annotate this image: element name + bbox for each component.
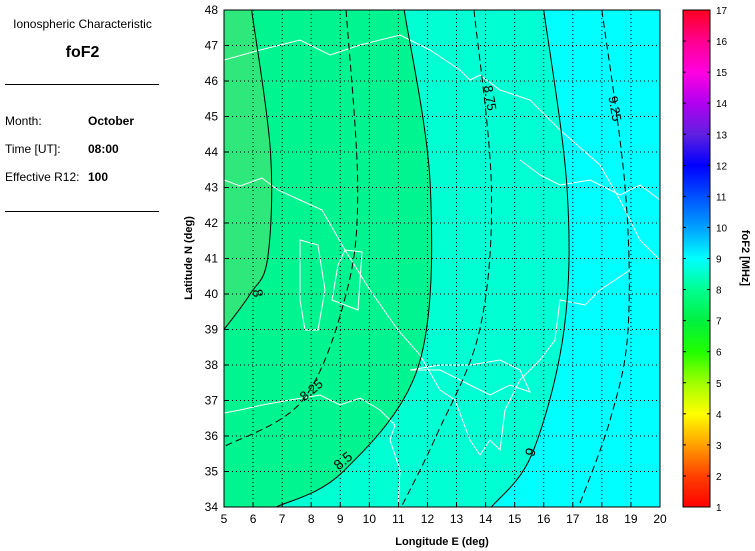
contour-line xyxy=(578,10,630,507)
contour-label: 8.75 xyxy=(480,84,499,112)
colorbar-tick-label: 13 xyxy=(716,130,728,141)
fill-band xyxy=(224,10,272,330)
r12-value: 100 xyxy=(88,170,109,184)
colorbar-tick-label: 11 xyxy=(716,192,727,203)
contour-line xyxy=(491,10,570,507)
month-label: Month: xyxy=(5,114,42,128)
x-tick-label: 6 xyxy=(250,512,257,526)
colorbar-tick-label: 7 xyxy=(716,317,722,328)
colorbar-tick-label: 17 xyxy=(716,6,728,17)
y-axis-label: Latitude N (deg) xyxy=(183,216,195,300)
x-tick-label: 7 xyxy=(279,512,286,526)
colorbar-tick-label: 1 xyxy=(716,503,722,514)
x-tick-label: 18 xyxy=(595,512,609,526)
r12-label: Effective R12: xyxy=(5,170,80,184)
colorbar-tick-label: 5 xyxy=(716,379,722,390)
y-tick-label: 47 xyxy=(205,39,219,53)
colorbar-tick-label: 2 xyxy=(716,472,722,483)
contour-label: 9.25 xyxy=(605,95,624,123)
y-tick-label: 43 xyxy=(205,181,219,195)
x-tick-label: 16 xyxy=(537,512,551,526)
x-tick-label: 11 xyxy=(392,512,405,526)
x-tick-label: 10 xyxy=(363,512,377,526)
colorbar-tick-label: 16 xyxy=(716,37,728,48)
contour-line xyxy=(224,10,359,448)
colorbar-tick-label: 15 xyxy=(716,68,728,79)
fill-band xyxy=(224,10,432,507)
parameter-title: foF2 xyxy=(65,44,100,61)
y-axis: 34 35 36 37 38 39 40 41 42 43 44 45 46 47 48 xyxy=(205,3,228,514)
x-tick-label: 9 xyxy=(337,512,344,526)
colorbar-fill xyxy=(683,10,710,507)
time-label: Time [UT]: xyxy=(5,142,61,156)
colorbar-tick-label: 6 xyxy=(716,348,722,359)
x-axis: 5 6 7 8 9 10 11 12 13 14 15 16 17 18 19 20 xyxy=(221,503,667,526)
time-value: 08:00 xyxy=(88,142,119,156)
colorbar-tick-label: 9 xyxy=(716,255,722,266)
fill-bands xyxy=(224,10,660,507)
heading: Ionospheric Characteristic xyxy=(13,17,152,31)
x-tick-label: 5 xyxy=(221,512,228,526)
y-tick-label: 40 xyxy=(205,287,219,301)
colorbar-tick-label: 12 xyxy=(716,161,728,172)
contour-line xyxy=(276,10,433,507)
y-tick-label: 38 xyxy=(205,358,219,372)
y-tick-label: 48 xyxy=(205,3,219,17)
contour-line xyxy=(400,10,493,507)
y-tick-label: 45 xyxy=(205,110,219,124)
x-tick-label: 19 xyxy=(624,512,638,526)
y-tick-label: 42 xyxy=(205,216,219,230)
y-tick-label: 46 xyxy=(205,74,219,88)
colorbar-tick-label: 4 xyxy=(716,410,722,421)
contour-label: 8 xyxy=(249,288,266,299)
colorbar-tick-label: 3 xyxy=(716,441,722,452)
colorbar-tick-label: 14 xyxy=(716,99,728,110)
x-tick-label: 17 xyxy=(566,512,580,526)
x-tick-label: 8 xyxy=(308,512,315,526)
grid xyxy=(224,10,660,507)
month-value: October xyxy=(88,114,135,128)
x-tick-label: 13 xyxy=(450,512,464,526)
y-tick-label: 35 xyxy=(205,465,219,479)
x-axis-label: Longitude E (deg) xyxy=(395,536,489,548)
y-tick-label: 36 xyxy=(205,429,219,443)
colorbar-label: foF2 [MHz] xyxy=(739,230,751,287)
y-tick-label: 44 xyxy=(205,145,219,159)
x-tick-label: 15 xyxy=(508,512,522,526)
y-tick-label: 41 xyxy=(205,252,219,266)
divider xyxy=(5,84,159,85)
colorbar-tick-label: 8 xyxy=(716,286,722,297)
y-tick-label: 34 xyxy=(205,500,219,514)
contour-line xyxy=(224,10,273,330)
colorbar-tick-label: 10 xyxy=(716,223,728,234)
contour-lines xyxy=(224,10,630,507)
x-tick-label: 12 xyxy=(421,512,435,526)
x-tick-label: 14 xyxy=(479,512,493,526)
y-tick-label: 37 xyxy=(205,394,219,408)
y-tick-label: 39 xyxy=(205,323,219,337)
colorbar-frame xyxy=(682,9,711,508)
divider xyxy=(5,211,159,212)
x-tick-label: 20 xyxy=(653,512,667,526)
